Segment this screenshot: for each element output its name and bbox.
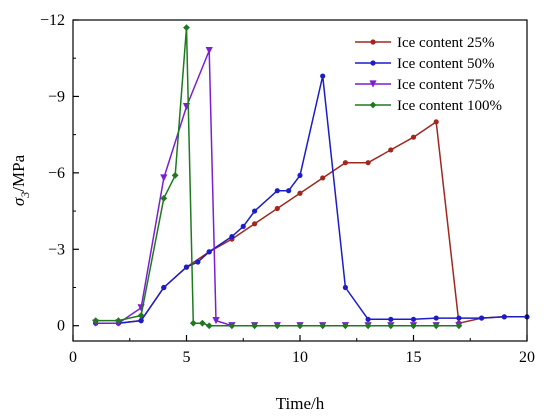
data-point (455, 322, 463, 330)
legend-label: Ice content 50% (397, 56, 494, 72)
x-axis-title: Time/h (276, 394, 325, 413)
x-tick-label: 5 (183, 349, 191, 366)
data-point (240, 223, 246, 229)
y-tick-label: −9 (48, 88, 65, 105)
legend-entry-1: Ice content 25% (355, 35, 494, 51)
data-point (92, 317, 100, 325)
data-point (432, 322, 440, 330)
y-tick-label: 0 (57, 318, 65, 335)
y-axis-symbol: σ (9, 197, 28, 206)
legend-marker (370, 39, 376, 45)
data-point (365, 316, 371, 322)
data-point (160, 174, 168, 182)
y-tick-label: −12 (40, 12, 65, 29)
data-point (252, 221, 258, 227)
data-point (297, 190, 303, 196)
data-point (410, 322, 417, 330)
y-axis-subscript: 3 (18, 192, 32, 199)
x-tick-label: 15 (406, 349, 422, 366)
data-point (212, 317, 220, 325)
data-point (228, 322, 236, 330)
legend-entry-4: Ice content 100% (355, 98, 502, 114)
legend-entry-2: Ice content 50% (355, 56, 494, 72)
data-point (388, 147, 394, 153)
series-4 (92, 24, 463, 330)
data-point (183, 24, 190, 32)
y-axis-title: σ3/MPa (9, 154, 32, 206)
data-point (433, 119, 439, 125)
data-point (206, 249, 212, 255)
data-point (410, 316, 417, 322)
data-point (342, 284, 348, 291)
legend-label: Ice content 100% (397, 98, 502, 114)
data-point (160, 194, 168, 202)
y-tick-label: −3 (48, 241, 65, 258)
data-point (297, 172, 303, 179)
data-point (410, 134, 417, 140)
data-point (161, 284, 167, 291)
data-point (286, 188, 292, 194)
data-point (183, 264, 190, 270)
plot-area (92, 24, 530, 330)
data-point (138, 318, 144, 324)
data-point (342, 160, 348, 166)
data-point (319, 322, 327, 330)
x-tick-label: 10 (292, 349, 308, 366)
legend: Ice content 25% Ice content 50% Ice conten… (355, 35, 502, 114)
legend-marker (370, 60, 376, 66)
data-point (456, 315, 462, 321)
x-tick-label: 0 (69, 349, 77, 366)
data-point (205, 46, 213, 55)
y-axis-unit: /MPa (9, 154, 28, 191)
data-point (171, 172, 179, 179)
axes: 0 5 10 15 20 0 −3 −6 −9 −12 Time/h σ3/MPa (9, 12, 535, 413)
data-point (320, 175, 326, 181)
data-point (251, 322, 258, 330)
x-tick-label: 20 (519, 349, 535, 366)
data-point (388, 316, 394, 322)
data-point (195, 259, 201, 265)
series-line (95, 26, 459, 327)
legend-marker (369, 101, 377, 109)
data-point (296, 322, 304, 330)
y-tick-label: −6 (48, 165, 65, 182)
data-point (342, 322, 349, 330)
data-point (365, 160, 371, 166)
data-point (252, 208, 258, 214)
legend-label: Ice content 25% (397, 35, 494, 51)
data-point (273, 322, 281, 330)
data-point (387, 322, 395, 330)
data-point (274, 205, 280, 212)
data-point (320, 73, 326, 79)
data-point (189, 319, 197, 327)
data-point (205, 322, 213, 330)
data-point (198, 319, 206, 327)
data-point (501, 314, 507, 320)
data-point (274, 188, 280, 194)
data-point (229, 233, 235, 240)
legend-entry-3: Ice content 75% (355, 77, 494, 93)
data-point (479, 315, 485, 321)
data-point (137, 312, 145, 319)
data-point (115, 317, 122, 325)
legend-label: Ice content 75% (397, 77, 494, 93)
data-point (433, 315, 439, 321)
legend-marker (369, 80, 377, 88)
data-point (364, 322, 372, 330)
